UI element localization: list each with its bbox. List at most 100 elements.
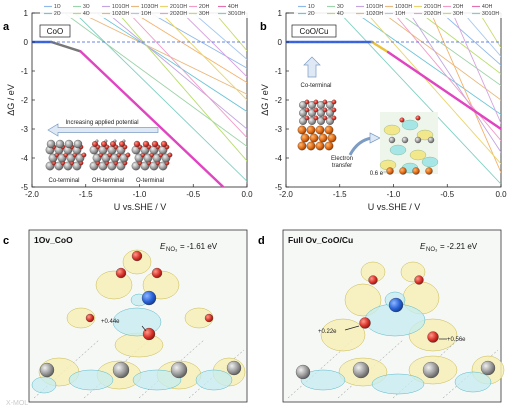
isosurface-lobe: [421, 156, 439, 168]
panel-c-title: 1Ov_CoO: [34, 235, 73, 245]
legend-entry: 2O1OH: [424, 4, 441, 10]
panel-b-ticks: -2.0 -1.5 -1.0 -0.5 0.0 1 0 -1 -2 -3 -4 -5: [275, 9, 507, 199]
co-cu-slab-b: [297, 99, 337, 151]
panel-d: d Full Ov_CoO/Cu E NO₃ = -2.21 eV +0.22e…: [258, 229, 505, 403]
panel-a-title: CoO: [47, 27, 63, 36]
atom-sphere: [122, 139, 126, 143]
y-tick-label: -5: [275, 183, 283, 192]
atom-sphere: [297, 141, 307, 151]
panel-a-legend: 1O 3O 1O1OH 1O3OH 2O1OH 2OH 4OH 2O 4O 1O2OH 1OH 2O2…: [40, 2, 252, 18]
legend-entry: 2OH: [199, 4, 210, 10]
electron-transfer-arrow-icon: [348, 136, 373, 156]
series-line: [63, 13, 247, 147]
y-tick-label: 1: [24, 9, 29, 18]
atom-sphere: [92, 141, 98, 147]
atom-sphere: [167, 152, 173, 158]
panel-b: b -2.0 -1.5 -1.0 -0.5 0.0 1 0 -1 -2 -3 -4 -5 CoO/Cu…: [260, 2, 507, 212]
atom-sphere: [306, 141, 316, 151]
panel-a-letter: a: [3, 21, 10, 33]
series-line: [452, 13, 501, 124]
isosurface-lobe: [401, 119, 419, 131]
series-line: [214, 13, 247, 52]
legend-entry: 1O3OH: [395, 4, 412, 10]
panel-b-series-group: [286, 13, 501, 185]
electron-transfer-label-2: transfer: [332, 163, 352, 169]
x-tick-label: -2.0: [25, 190, 39, 199]
y-tick-label: -4: [275, 154, 283, 163]
series-line: [430, 13, 501, 173]
lattice-guide: [337, 339, 404, 399]
atom-sphere: [399, 117, 405, 123]
charge-pointer: [344, 325, 360, 331]
panel-c-energy-value: = -1.61 eV: [180, 242, 218, 251]
atom-sphere: [46, 139, 56, 149]
y-tick-label: -3: [275, 125, 283, 134]
atom-sphere: [388, 136, 396, 144]
yellow-isosurface: [320, 318, 366, 352]
atom-sphere: [480, 360, 496, 376]
legend-entry: 2O2OH: [424, 11, 441, 17]
atom-sphere: [331, 99, 337, 105]
panel-a-series-group: [32, 13, 247, 187]
series-line: [117, 13, 247, 162]
atom-sphere: [170, 361, 188, 379]
y-tick-label: -2: [21, 96, 29, 105]
legend-entry: 2O: [308, 11, 315, 17]
panel-a-title-box: [39, 24, 71, 38]
atom-sphere: [317, 109, 325, 117]
yellow-isosurface: [95, 270, 133, 300]
atom-sphere: [313, 107, 319, 113]
series-line: [160, 13, 247, 101]
y-tick-label: -4: [21, 154, 29, 163]
atom-sphere: [304, 99, 310, 105]
series-line: [74, 13, 247, 182]
charge-label-b: 0.6 e⁻: [370, 171, 387, 177]
atom-sphere: [427, 331, 439, 343]
atom-sphere: [95, 139, 99, 143]
cyan-isosurface: [31, 376, 57, 394]
legend-entry: 1O: [308, 4, 315, 10]
oh-terminal-slab-a: [89, 139, 131, 171]
x-tick-label: 0.0: [241, 190, 253, 199]
legend-box: [294, 2, 506, 18]
atom-sphere: [64, 139, 74, 149]
legend-entry: 4O: [83, 11, 90, 17]
panel-b-legend: 1O 3O 1O1OH 1O3OH 2O1OH 2OH 4OH 2O 4O 1O2OH 1OH 2O2…: [294, 2, 506, 18]
panel-d-energy-symbol: E: [420, 242, 426, 251]
y-tick-label: -3: [21, 125, 29, 134]
atom-sphere: [125, 152, 131, 158]
atom-sphere: [101, 141, 107, 147]
yellow-isosurface: [122, 249, 152, 275]
atom-sphere: [133, 140, 141, 148]
atom-sphere: [39, 362, 55, 378]
atom-sphere: [55, 139, 65, 149]
lattice-guide: [138, 339, 205, 399]
panel-d-charge-density: [287, 261, 505, 399]
atom-sphere: [425, 167, 433, 175]
up-arrow-icon: [303, 56, 321, 78]
atom-sphere: [324, 125, 334, 135]
atom-sphere: [141, 290, 157, 306]
legend-entry: 3OH: [199, 11, 210, 17]
atom-sphere: [297, 125, 307, 135]
charge-label-d-right: +0.56e: [447, 337, 466, 343]
y-tick-label: 1: [278, 9, 283, 18]
atom-sphere: [119, 141, 125, 147]
legend-entry: 1O1OH: [112, 4, 129, 10]
atom-sphere: [322, 99, 328, 105]
y-tick-label: -1: [21, 67, 29, 76]
panel-d-energy-subscript: NO₃: [426, 247, 438, 253]
legend-entry: 3O: [83, 4, 90, 10]
atom-sphere: [317, 117, 325, 125]
panel-d-title: Full Ov_CoO/Cu: [288, 235, 353, 245]
series-line: [366, 13, 501, 165]
atom-sphere: [414, 275, 424, 285]
x-tick-label: -2.0: [279, 190, 293, 199]
x-tick-label: -1.0: [387, 190, 401, 199]
yellow-isosurface: [344, 283, 382, 317]
yellow-isosurface: [114, 332, 164, 358]
panel-d-energy-value: = -2.21 eV: [440, 242, 478, 251]
atom-sphere: [110, 141, 116, 147]
yellow-isosurface: [66, 307, 96, 329]
atom-sphere: [315, 141, 325, 151]
